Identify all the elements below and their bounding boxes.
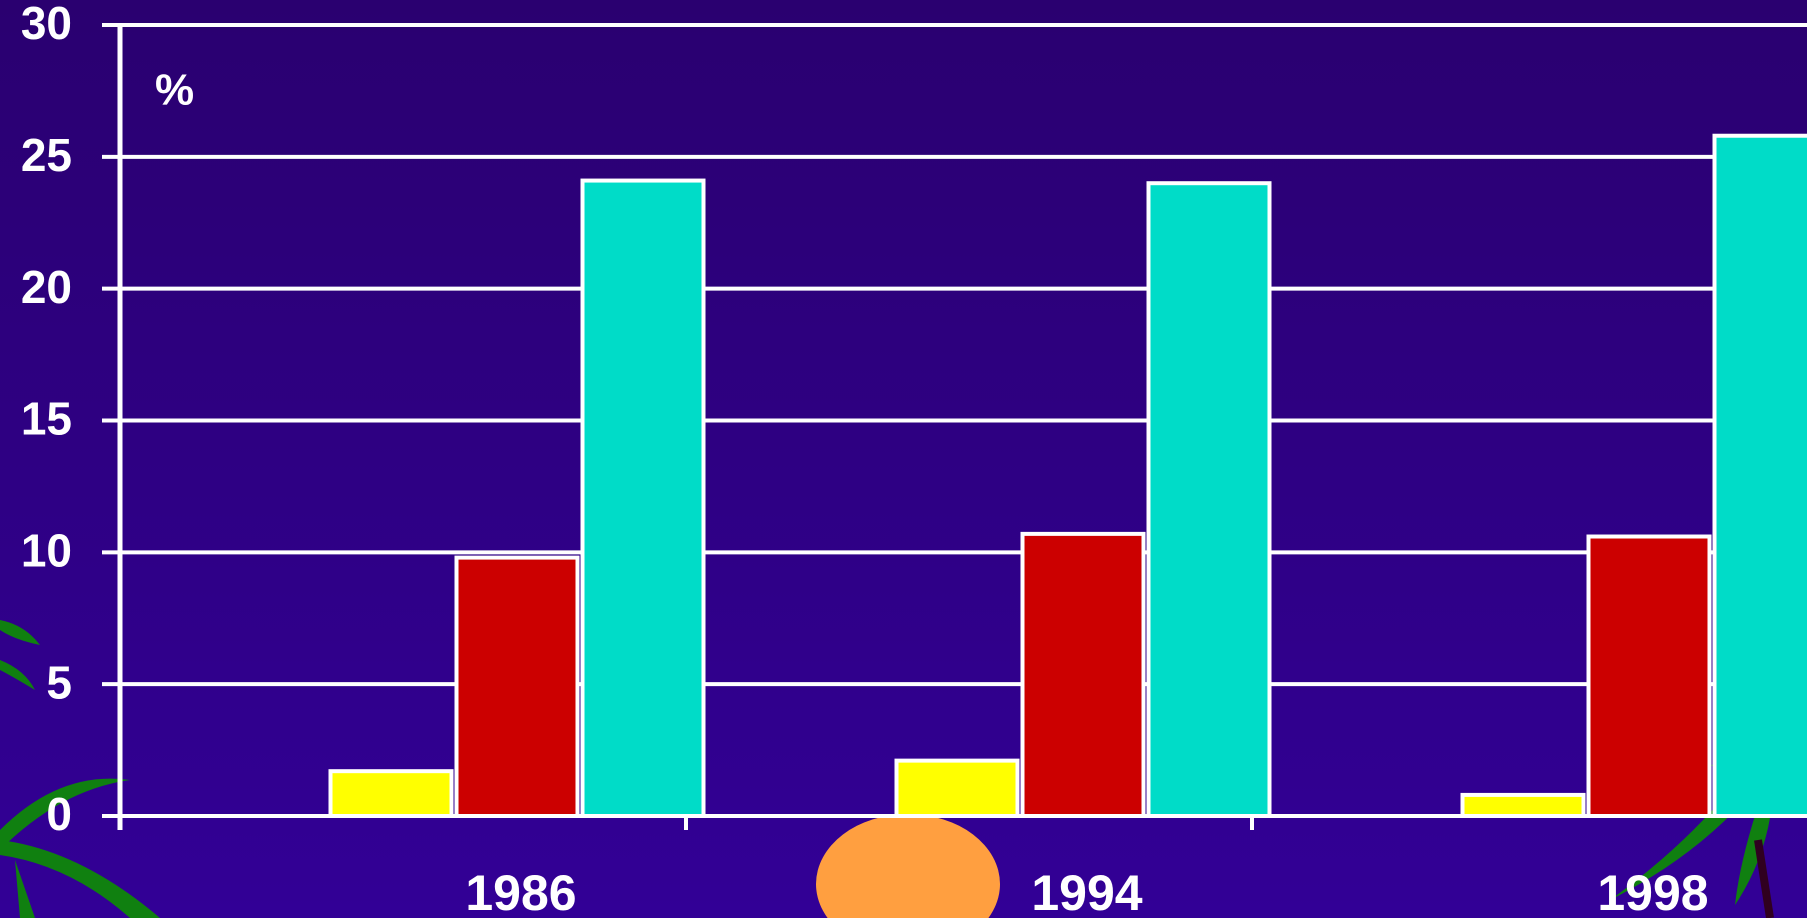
x-tick-label: 1994 [1031, 865, 1142, 918]
y-tick-label: 15 [21, 393, 72, 445]
x-tick-label: 1998 [1597, 865, 1708, 918]
y-tick-label: 10 [21, 524, 72, 576]
unit-annotation: % [155, 66, 194, 115]
x-tick-label: 1986 [465, 865, 576, 918]
bar [1460, 792, 1586, 819]
sun-decoration [816, 814, 1000, 918]
bar [328, 769, 454, 819]
y-tick-label: 20 [21, 261, 72, 313]
bar [1020, 531, 1146, 818]
y-tick-label: 30 [21, 0, 72, 49]
bar [1146, 181, 1272, 818]
bar [1712, 133, 1807, 819]
y-tick-label: 0 [46, 788, 72, 840]
y-tick-label: 5 [46, 656, 72, 708]
bar [894, 758, 1020, 819]
bar [454, 555, 580, 819]
bar [580, 178, 706, 818]
palm-trunk [1754, 839, 1774, 918]
y-tick-label: 25 [21, 129, 72, 181]
bar [1586, 534, 1712, 818]
